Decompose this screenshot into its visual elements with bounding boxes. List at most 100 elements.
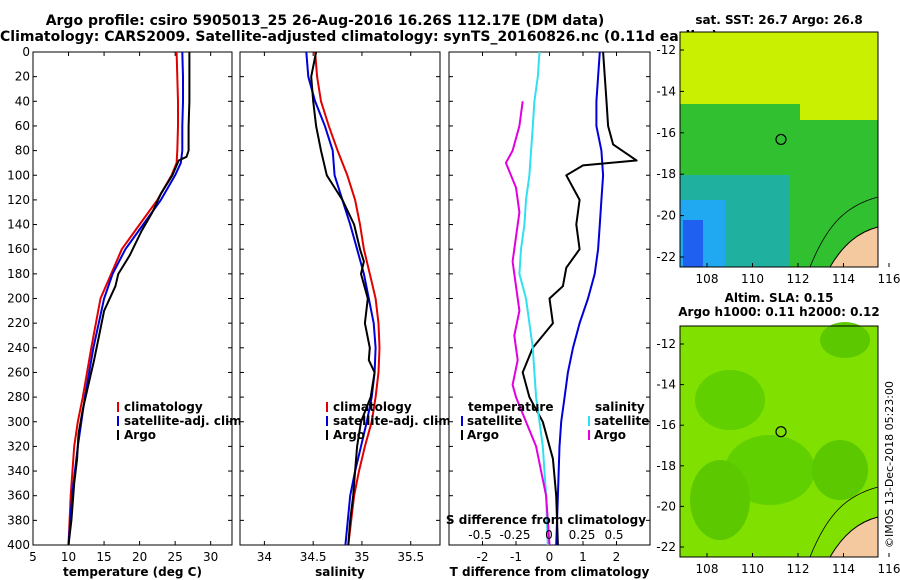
map-y-tick-label: -16 [656, 418, 676, 432]
legend-label: satellite-adj. clim. [333, 414, 455, 428]
legend-label: Argo [467, 428, 499, 442]
map-x-tick-label: 112 [787, 562, 810, 576]
y-tick-label: 160 [7, 242, 30, 256]
x-tick-label: 20 [132, 550, 147, 564]
secondary-tick-label: 0.5 [604, 528, 623, 542]
panel-difference: -2 -1 0 1 2T difference from climatology temp… [446, 51, 651, 579]
sst-band [680, 104, 800, 124]
x-tick-label: -1 [510, 550, 522, 564]
y-tick-label: 120 [7, 193, 30, 207]
map-y-tick-label: -12 [656, 337, 676, 351]
map-y-tick-label: -12 [656, 43, 676, 57]
x-tick-label: 34.5 [300, 550, 327, 564]
map-y-tick-label: -18 [656, 167, 676, 181]
map-y-tick-label: -22 [656, 540, 676, 554]
map-sla: -12 -14 -16 -18 -20 -22 108 110 112 114 116 Altim. … [656, 291, 900, 576]
series-line-argo [310, 51, 376, 546]
map-y-tick-label: -22 [656, 250, 676, 264]
legend-label: satellite [467, 414, 522, 428]
map-x-tick-label: 112 [787, 272, 810, 286]
bathymetry-contour [809, 196, 879, 268]
x-tick-label: 10 [61, 550, 76, 564]
x-tick-label: 2 [613, 550, 621, 564]
secondary-tick-label: 0.25 [569, 528, 596, 542]
legend-label: satellite [594, 414, 649, 428]
sla-blob [812, 440, 868, 500]
map-x-tick-label: 116 [878, 562, 900, 576]
x-tick-label: 1 [579, 550, 587, 564]
series-line-argo [67, 52, 191, 546]
y-tick-label: 80 [15, 144, 30, 158]
map-x-tick-label: 110 [741, 272, 764, 286]
y-tick-label: 300 [7, 415, 30, 429]
map-y-tick-label: -16 [656, 126, 676, 140]
legend-label: Argo [333, 428, 365, 442]
y-tick-label: 220 [7, 316, 30, 330]
chart-title-line2: Climatology: CARS2009. Satellite-adjuste… [0, 29, 718, 45]
map-y-tick-label: -14 [656, 84, 676, 98]
secondary-axis-label: S difference from climatology [446, 513, 646, 527]
chart-title-line1: Argo profile: csiro 5905013_25 26-Aug-20… [45, 13, 605, 29]
y-tick-label: 60 [15, 119, 30, 133]
legend-label: climatology [124, 400, 203, 414]
secondary-tick-label: -0.5 [468, 528, 491, 542]
map-x-tick-label: 110 [741, 562, 764, 576]
map-title: sat. SST: 26.7 Argo: 26.8 [695, 13, 862, 27]
map-frame [679, 325, 879, 558]
y-tick-label: 40 [15, 94, 30, 108]
argo-position-marker [775, 133, 787, 146]
plot-frame [32, 51, 233, 546]
series-line-climatology [314, 51, 381, 546]
legend-label: Argo [594, 428, 626, 442]
x-tick-label: 5 [29, 550, 37, 564]
map-title: Altim. SLA: 0.15 [725, 291, 834, 305]
x-axis-label: T difference from climatology [450, 565, 650, 579]
x-tick-label: 35 [354, 550, 369, 564]
x-tick-label: -2 [477, 550, 489, 564]
series-line-t-argo [521, 51, 638, 546]
secondary-tick-label: 0 [545, 528, 553, 542]
y-tick-label: 240 [7, 341, 30, 355]
map-x-tick-label: 114 [832, 272, 855, 286]
map-x-tick-label: 116 [878, 272, 900, 286]
panel-temperature: 0 20 40 60 80 100 120 140 160 180 200 220 240 260 280 3… [7, 45, 246, 579]
sla-blob [695, 370, 765, 430]
series-line-satellite-adj-clim- [305, 51, 377, 546]
y-tick-label: 140 [7, 218, 30, 232]
secondary-tick-label: -0.25 [499, 528, 530, 542]
legend-header-temperature: temperature [468, 400, 553, 414]
series-line-s-satellite [518, 51, 549, 546]
plot-frame [239, 51, 441, 546]
x-tick-label: 25 [168, 550, 183, 564]
y-tick-label: 380 [7, 513, 30, 527]
series-line-climatology [67, 51, 179, 546]
y-tick-label: 20 [15, 70, 30, 84]
map-sst: -12 -14 -16 -18 -20 -22 108 110 112 114 116 sat. SS… [656, 13, 900, 286]
sla-blob [690, 460, 750, 540]
y-tick-label: 180 [7, 267, 30, 281]
legend-header-salinity: salinity [595, 400, 645, 414]
sla-blob [820, 322, 870, 358]
y-tick-label: 400 [7, 538, 30, 552]
map-y-tick-label: -20 [656, 209, 676, 223]
series-line-s-argo [504, 101, 551, 546]
x-tick-label: 0 [546, 550, 554, 564]
x-tick-label: 35.5 [397, 550, 424, 564]
bathymetry-contour [809, 486, 879, 558]
y-tick-label: 360 [7, 489, 30, 503]
legend-label: satellite-adj. clim. [124, 414, 246, 428]
panel-salinity: 34 34.5 35 35.5 salinity climatologysatellite… [239, 51, 455, 579]
sst-coldest-band [683, 220, 703, 267]
y-tick-label: 200 [7, 292, 30, 306]
map-y-tick-label: -14 [656, 378, 676, 392]
x-tick-label: 34 [257, 550, 272, 564]
y-tick-label: 100 [7, 168, 30, 182]
map-x-tick-label: 114 [832, 562, 855, 576]
x-tick-label: 30 [203, 550, 218, 564]
map-title: Argo h1000: 0.11 h2000: 0.12 [678, 305, 879, 319]
y-tick-label: 280 [7, 390, 30, 404]
y-tick-label: 320 [7, 439, 30, 453]
legend-label: Argo [124, 428, 156, 442]
legend-label: climatology [333, 400, 412, 414]
